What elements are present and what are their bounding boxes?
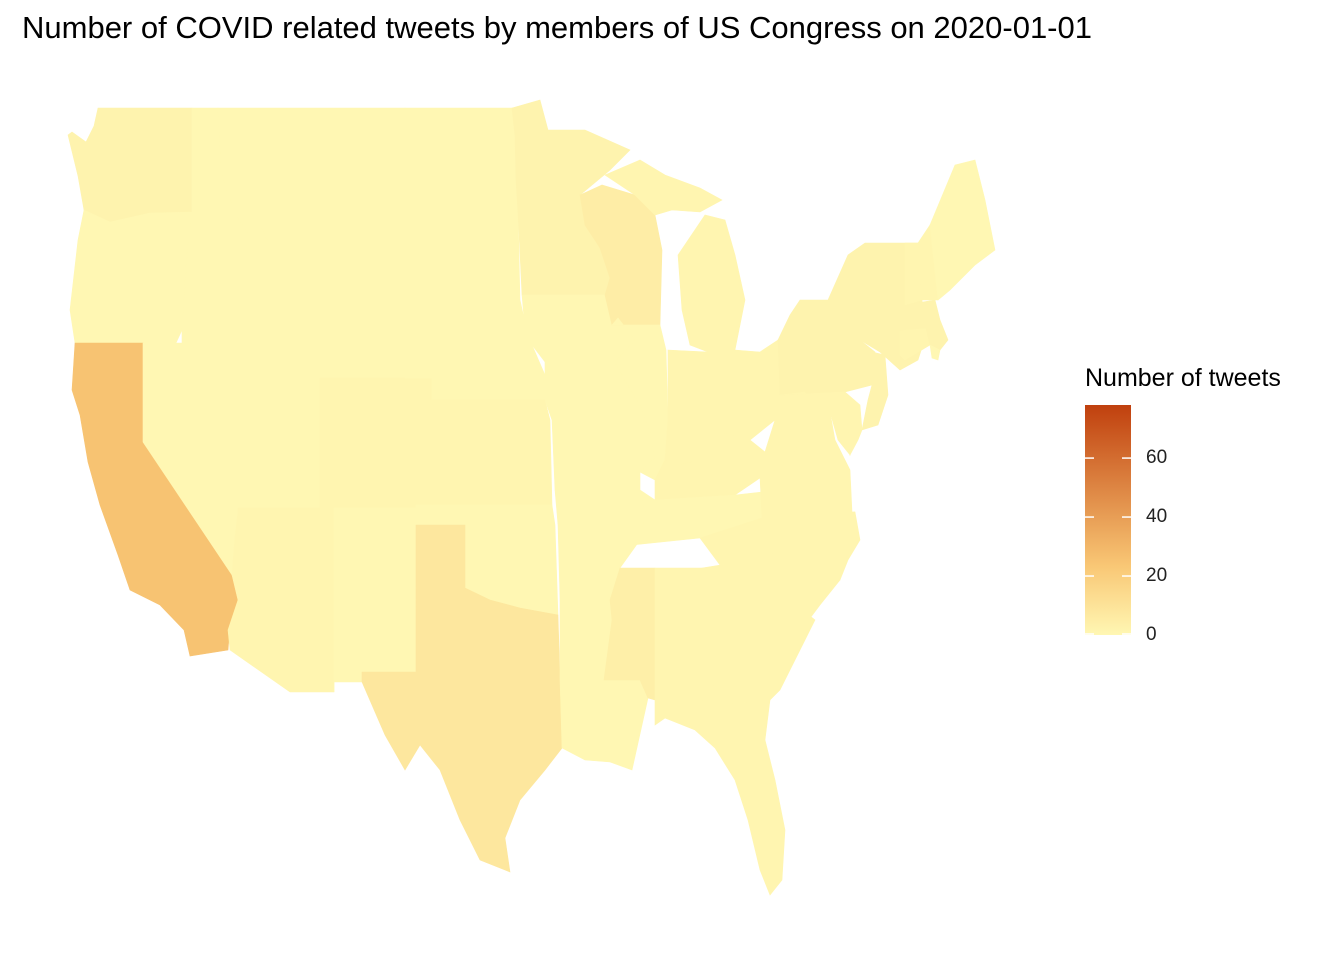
state-illinois (611, 317, 669, 481)
legend-tick-label: 0 (1146, 624, 1157, 645)
state-montana (217, 107, 406, 251)
state-rhode-island (929, 344, 941, 361)
state-washington (67, 107, 193, 223)
state-pennsylvania (777, 339, 876, 396)
state-michigan (677, 214, 746, 353)
chart-title: Number of COVID related tweets by member… (22, 10, 1092, 45)
state-colorado (319, 377, 433, 509)
state-delaware (844, 391, 863, 457)
legend-tick-label: 60 (1146, 447, 1168, 469)
state-wyoming (269, 249, 406, 381)
legend-tick-label: 20 (1146, 565, 1168, 587)
state-arizona (227, 507, 335, 693)
state-north-dakota (404, 107, 519, 213)
legend-tick-label: 40 (1146, 506, 1168, 528)
legend-title: Number of tweets (1085, 364, 1281, 392)
state-florida (664, 699, 786, 896)
state-ohio (707, 339, 781, 441)
state-new-jersey (861, 351, 889, 431)
state-new-mexico (333, 507, 417, 692)
state-michigan (604, 159, 723, 216)
state-south-dakota (404, 211, 525, 319)
state-maine (929, 159, 996, 301)
state-kansas (431, 399, 553, 506)
legend-colorbar (1085, 405, 1131, 635)
state-texas (361, 524, 563, 873)
states-layer (67, 99, 996, 896)
state-oregon (69, 209, 193, 344)
